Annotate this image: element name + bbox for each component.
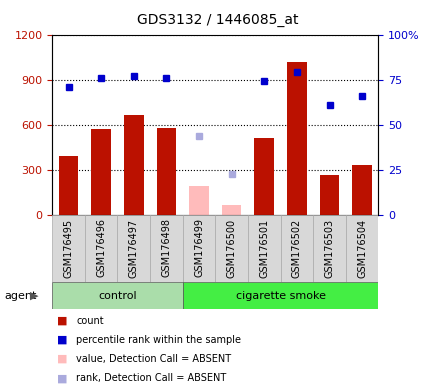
- Text: GSM176503: GSM176503: [324, 218, 334, 278]
- Text: ▶: ▶: [30, 291, 39, 301]
- Bar: [52, 282, 182, 309]
- Bar: [254, 138, 273, 215]
- Bar: [124, 115, 143, 215]
- Text: percentile rank within the sample: percentile rank within the sample: [76, 335, 240, 345]
- Text: GSM176497: GSM176497: [128, 218, 138, 278]
- Bar: [52, 215, 85, 282]
- Text: GSM176504: GSM176504: [356, 218, 366, 278]
- Text: GSM176499: GSM176499: [194, 218, 204, 277]
- Text: GSM176496: GSM176496: [96, 218, 106, 277]
- Text: ■: ■: [56, 316, 67, 326]
- Bar: [59, 156, 78, 215]
- Bar: [85, 215, 117, 282]
- Bar: [215, 215, 247, 282]
- Bar: [247, 215, 280, 282]
- Bar: [150, 215, 182, 282]
- Bar: [352, 166, 371, 215]
- Text: GDS3132 / 1446085_at: GDS3132 / 1446085_at: [136, 13, 298, 27]
- Text: ■: ■: [56, 335, 67, 345]
- Bar: [91, 129, 111, 215]
- Text: control: control: [98, 291, 136, 301]
- Bar: [345, 215, 378, 282]
- Bar: [280, 215, 312, 282]
- Bar: [286, 62, 306, 215]
- Text: count: count: [76, 316, 104, 326]
- Text: ■: ■: [56, 373, 67, 383]
- Text: agent: agent: [4, 291, 36, 301]
- Bar: [182, 282, 378, 309]
- Bar: [319, 175, 339, 215]
- Bar: [221, 205, 241, 215]
- Text: GSM176500: GSM176500: [226, 218, 236, 278]
- Text: value, Detection Call = ABSENT: value, Detection Call = ABSENT: [76, 354, 231, 364]
- Text: ■: ■: [56, 354, 67, 364]
- Text: cigarette smoke: cigarette smoke: [235, 291, 325, 301]
- Bar: [156, 128, 176, 215]
- Text: GSM176498: GSM176498: [161, 218, 171, 277]
- Bar: [189, 187, 208, 215]
- Text: rank, Detection Call = ABSENT: rank, Detection Call = ABSENT: [76, 373, 226, 383]
- Bar: [312, 215, 345, 282]
- Bar: [182, 215, 215, 282]
- Text: GSM176495: GSM176495: [63, 218, 73, 278]
- Text: GSM176502: GSM176502: [291, 218, 301, 278]
- Text: GSM176501: GSM176501: [259, 218, 269, 278]
- Bar: [117, 215, 150, 282]
